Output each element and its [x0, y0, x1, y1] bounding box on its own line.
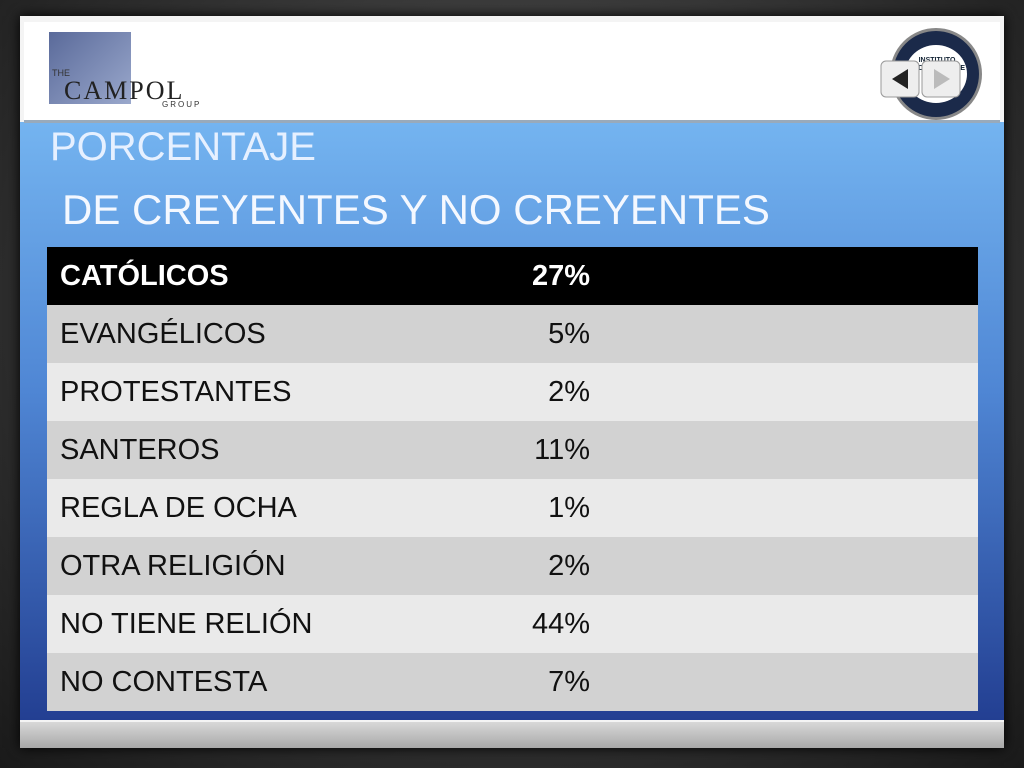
- percent-cell: 11%: [534, 434, 590, 466]
- table-row: EVANGÉLICOS 5%: [47, 305, 978, 363]
- table-row: PROTESTANTES 2%: [47, 363, 978, 421]
- percent-cell: 2%: [548, 376, 590, 408]
- percent-cell: 1%: [548, 492, 590, 524]
- title-line: PORCENTAJE: [50, 125, 316, 169]
- nav-buttons: [880, 60, 961, 98]
- percent-cell: 7%: [548, 666, 590, 698]
- table-row: NO CONTESTA 7%: [47, 653, 978, 711]
- header: THE CAMPOL GROUP INSTITUTO PEDRO ARRUPE: [24, 22, 1000, 123]
- title-line: DE CREYENTES Y NO CREYENTES: [62, 186, 770, 233]
- label-cell: CATÓLICOS: [60, 260, 229, 292]
- table-row: REGLA DE OCHA 1%: [47, 479, 978, 537]
- footer-bar: [20, 722, 1004, 748]
- label-cell: PROTESTANTES: [60, 376, 292, 408]
- logo-text: GROUP: [162, 100, 202, 109]
- table-row: SANTEROS 11%: [47, 421, 978, 479]
- label-cell: REGLA DE OCHA: [60, 492, 297, 524]
- percent-cell: 44%: [531, 608, 590, 640]
- percent-cell: 27%: [531, 260, 590, 292]
- logo-name: CAMPOL: [64, 76, 185, 105]
- logo-text: THE: [52, 68, 70, 78]
- label-cell: NO CONTESTA: [60, 666, 268, 698]
- next-icon: [934, 69, 950, 89]
- label-cell: OTRA RELIGIÓN: [60, 550, 286, 582]
- percent-cell: 2%: [548, 550, 590, 582]
- label-cell: EVANGÉLICOS: [60, 318, 266, 350]
- percent-cell: 5%: [548, 318, 590, 350]
- label-cell: NO TIENE RELIÓN: [60, 608, 313, 640]
- prev-icon: [892, 69, 908, 89]
- table-row: OTRA RELIGIÓN 2%: [47, 537, 978, 595]
- table-row: NO TIENE RELIÓN 44%: [47, 595, 978, 653]
- label-cell: SANTEROS: [60, 434, 220, 466]
- table-row: CATÓLICOS 27%: [47, 247, 978, 305]
- logo-globe: [49, 32, 131, 104]
